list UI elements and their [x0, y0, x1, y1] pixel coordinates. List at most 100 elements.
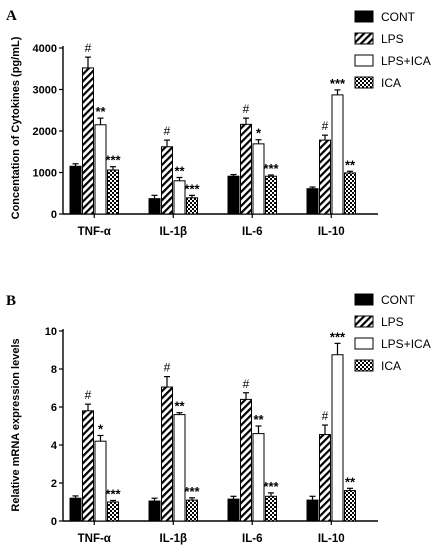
significance-mark: *** [330, 76, 346, 91]
bar [82, 67, 94, 215]
x-tick-label: IL-6 [242, 533, 262, 545]
significance-mark: *** [184, 484, 200, 499]
bar [331, 94, 344, 215]
y-tick-label: 1000 [33, 168, 57, 180]
bar [148, 500, 161, 522]
panel-b: B Relative mRNA expression levels [6, 293, 22, 512]
bar [186, 197, 198, 215]
bar [344, 490, 356, 522]
bar [69, 165, 82, 215]
significance-mark: *** [263, 479, 279, 494]
panel-b-y-axis-label: Relative mRNA expression levels [10, 338, 22, 511]
legend-swatch [354, 76, 374, 89]
x-tick-label: TNF-α [78, 533, 111, 545]
bar [173, 414, 186, 522]
panel-a-label: A [6, 8, 17, 24]
bar [161, 386, 173, 522]
panel-b-plot: 0246810TNF-α#****IL-1β#*****IL-6#*****IL… [45, 293, 431, 545]
bar [173, 180, 186, 215]
significance-mark: # [164, 124, 171, 138]
bar [252, 143, 265, 215]
significance-mark: ** [174, 399, 185, 414]
y-tick-label: 3000 [33, 85, 57, 97]
bar [265, 495, 277, 522]
legend-label: LPS [381, 32, 404, 46]
significance-mark: # [243, 377, 250, 391]
legend-swatch [354, 293, 374, 306]
legend-swatch [354, 359, 374, 372]
legend-label: LPS+ICA [381, 54, 431, 68]
significance-mark: *** [184, 181, 200, 196]
bar [82, 410, 94, 522]
significance-mark: # [164, 361, 171, 375]
significance-mark: # [322, 119, 329, 133]
x-tick-label: IL-1β [160, 226, 187, 238]
y-tick-label: 4000 [33, 43, 57, 55]
y-tick-label: 4 [51, 440, 58, 452]
bar [344, 172, 356, 215]
bar [306, 499, 319, 522]
legend-label: LPS [381, 315, 404, 329]
legend-swatch [354, 54, 374, 67]
bar [161, 146, 173, 215]
y-tick-label: 8 [51, 364, 57, 376]
significance-mark: ** [345, 157, 356, 172]
significance-mark: ** [174, 163, 185, 178]
significance-mark: # [85, 41, 92, 55]
y-tick-label: 0 [51, 516, 57, 528]
bar [94, 124, 107, 215]
legend-swatch [354, 32, 374, 45]
legend-swatch [354, 10, 374, 23]
bar [306, 188, 319, 215]
x-tick-label: IL-10 [318, 226, 345, 238]
legend-swatch [354, 315, 374, 328]
y-tick-label: 6 [51, 402, 57, 414]
legend-label: LPS+ICA [381, 337, 431, 351]
bar [148, 198, 161, 215]
bar [186, 499, 198, 522]
panel-a: A Concentation of Cytokines (pg/mL) [6, 8, 22, 219]
significance-mark: # [322, 409, 329, 423]
x-tick-label: IL-6 [242, 226, 262, 238]
significance-mark: *** [105, 153, 121, 168]
significance-mark: *** [330, 329, 346, 344]
panel-b-label: B [6, 293, 16, 309]
significance-mark: # [85, 388, 92, 402]
bar [331, 354, 344, 522]
bar [69, 497, 82, 522]
bar [240, 398, 252, 522]
legend-label: CONT [381, 293, 416, 307]
x-tick-label: IL-10 [318, 533, 345, 545]
legend-swatch [354, 337, 374, 350]
panel-a-plot: 01000200030004000TNF-α#*****IL-1β#*****I… [33, 10, 431, 238]
y-tick-label: 0 [51, 209, 57, 221]
y-tick-label: 2000 [33, 126, 57, 138]
bar [319, 139, 331, 215]
significance-mark: ** [253, 412, 264, 427]
x-tick-label: IL-1β [160, 533, 187, 545]
significance-mark: * [256, 126, 262, 141]
y-tick-label: 2 [51, 478, 57, 490]
chart-marks: 01000200030004000TNF-α#*****IL-1β#*****I… [33, 10, 431, 545]
legend-label: CONT [381, 10, 416, 24]
significance-mark: *** [263, 161, 279, 176]
bar [252, 433, 265, 522]
significance-mark: # [243, 102, 250, 116]
significance-mark: ** [95, 104, 106, 119]
legend-label: ICA [381, 76, 401, 90]
significance-mark: * [98, 422, 104, 437]
significance-mark: ** [345, 474, 356, 489]
x-tick-label: TNF-α [78, 226, 111, 238]
bar [107, 169, 119, 215]
bar [227, 175, 240, 215]
bar [94, 440, 107, 522]
bar [319, 434, 331, 522]
bar [227, 498, 240, 522]
bar [107, 501, 119, 522]
legend-label: ICA [381, 359, 401, 373]
panel-a-y-axis-label: Concentation of Cytokines (pg/mL) [10, 36, 22, 219]
significance-mark: *** [105, 486, 121, 501]
bar [240, 123, 252, 215]
bar [265, 175, 277, 215]
